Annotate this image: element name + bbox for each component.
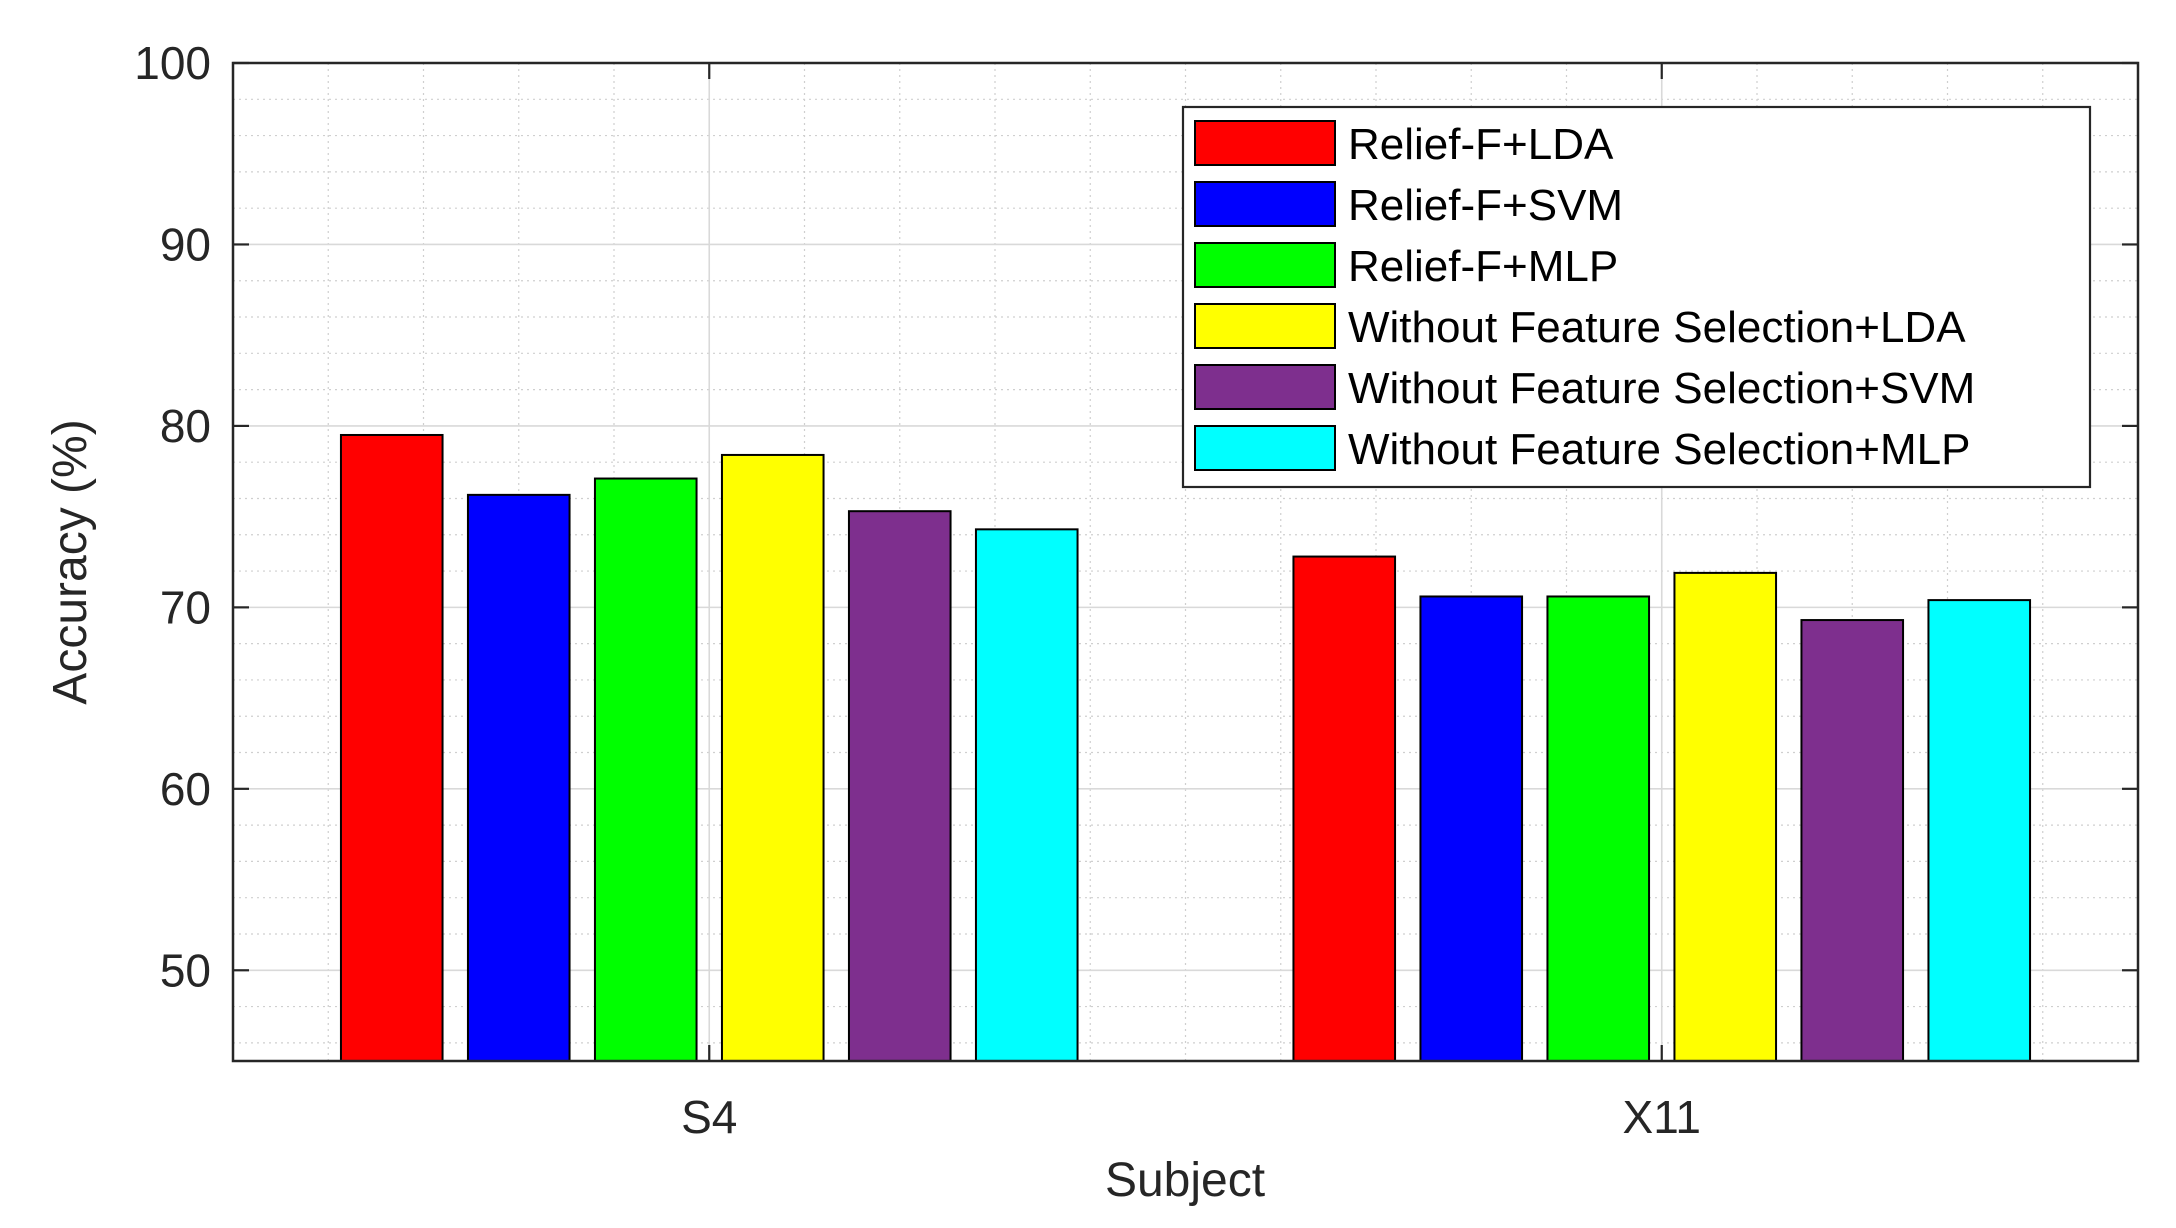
bar [720, 453, 825, 1062]
tick-labels: 50 60 70 80 90 100 S4 X11 [134, 37, 1701, 1143]
legend-swatch [1194, 181, 1336, 227]
legend-swatch [1194, 303, 1336, 349]
y-tick-label: 50 [160, 944, 211, 996]
bar [847, 510, 952, 1062]
legend-label: Without Feature Selection+SVM [1348, 364, 1975, 413]
legend-label: Relief-F+LDA [1348, 120, 1614, 169]
y-tick-label: 90 [160, 218, 211, 270]
legend-label: Without Feature Selection+MLP [1348, 425, 1970, 474]
ticks [233, 61, 2138, 1061]
legend-label: Without Feature Selection+LDA [1348, 303, 1966, 352]
legend: Relief-F+LDA Relief-F+SVM Relief-F+MLP With… [1181, 105, 2092, 489]
legend-label: Relief-F+SVM [1348, 181, 1623, 230]
bar [593, 477, 698, 1063]
bar [1673, 571, 1778, 1062]
legend-swatch [1194, 364, 1336, 410]
bar [1292, 555, 1397, 1062]
legend-swatch [1194, 242, 1336, 288]
bars [339, 433, 2032, 1063]
y-tick-label: 60 [160, 763, 211, 815]
bar [1419, 595, 1524, 1063]
y-tick-label: 70 [160, 581, 211, 633]
plot-frame [231, 61, 2140, 1063]
bar [339, 433, 444, 1062]
legend-label: Relief-F+MLP [1348, 242, 1618, 291]
x-axis-title: Subject [1105, 1154, 1265, 1207]
legend-swatch [1194, 120, 1336, 166]
bar [1800, 619, 1905, 1062]
bar [466, 493, 571, 1062]
legend-box [1181, 105, 2092, 489]
bar [974, 528, 1079, 1062]
y-tick-label: 80 [160, 400, 211, 452]
x-tick-label: S4 [681, 1091, 737, 1143]
x-tick-label: X11 [1623, 1091, 1701, 1143]
legend-swatch [1194, 425, 1336, 471]
y-tick-label: 100 [134, 37, 211, 89]
bar [1927, 599, 2032, 1062]
y-axis-title: Accuracy (%) [44, 419, 97, 704]
bar [1546, 595, 1651, 1063]
